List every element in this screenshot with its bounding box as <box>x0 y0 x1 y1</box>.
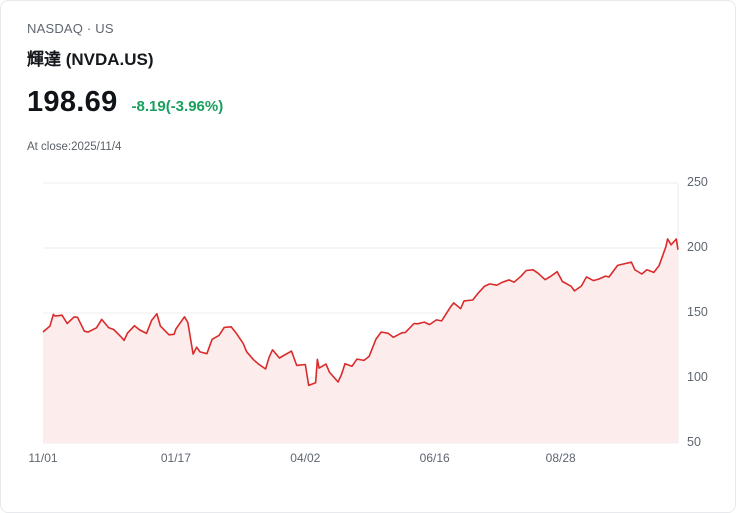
at-close-note: At close:2025/11/4 <box>27 141 122 153</box>
x-axis-tick-label: 01/17 <box>160 451 191 465</box>
x-axis-tick-label: 08/28 <box>545 451 576 465</box>
x-axis-tick-label: 04/02 <box>290 451 321 465</box>
y-axis-tick-label: 100 <box>687 370 708 384</box>
x-axis-tick-label: 06/16 <box>419 451 450 465</box>
quote-header: NASDAQ · US 輝達 (NVDA.US) 198.69 -8.19(-3… <box>1 1 735 153</box>
price-row: 198.69 -8.19(-3.96%) <box>27 86 709 119</box>
last-price: 198.69 <box>27 86 118 118</box>
y-axis-tick-label: 150 <box>687 305 708 319</box>
price-change: -8.19(-3.96%) <box>131 98 224 115</box>
chart-plot-area: 11/01 01/17 04/02 06/16 08/28 <box>28 182 679 469</box>
price-line-path <box>42 238 679 387</box>
y-axis-tick-label: 250 <box>687 175 708 189</box>
stock-title: 輝達 (NVDA.US) <box>27 50 154 69</box>
y-axis-tick-label: 200 <box>687 240 708 254</box>
x-axis-labels: 11/01 01/17 04/02 06/16 08/28 <box>28 451 678 469</box>
y-axis-labels: 250 200 150 100 50 <box>678 175 735 449</box>
exchange-label: NASDAQ · US <box>27 21 114 36</box>
y-axis-tick-label: 50 <box>687 435 701 449</box>
price-chart: 11/01 01/17 04/02 06/16 08/28 250 200 150 100 50 <box>28 175 735 469</box>
x-axis-tick-label: 11/01 <box>28 451 58 465</box>
price-chart-svg <box>42 182 679 444</box>
area-fill-path <box>43 238 678 443</box>
